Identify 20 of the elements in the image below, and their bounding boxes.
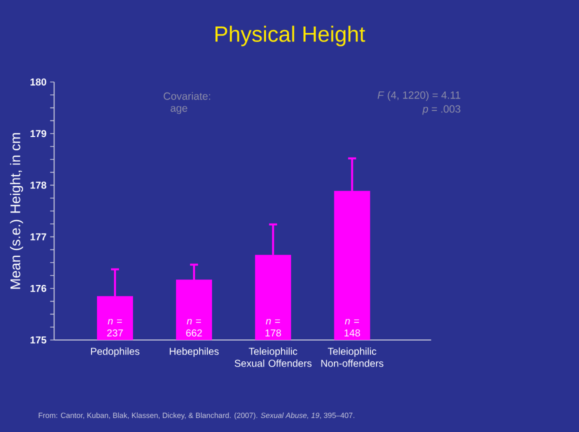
y-tick-label: 178: [30, 182, 46, 189]
y-tick-label: 180: [30, 78, 46, 86]
annotation: p = .003: [422, 105, 460, 115]
annotation: F (4, 1220) = 4.11: [378, 91, 460, 101]
annotation: n = 148: [344, 318, 360, 336]
annotation: age: [170, 106, 188, 114]
y-axis-title: Mean (s.e.) Height, in cm: [10, 133, 24, 289]
y-tick-label: 176: [30, 284, 46, 292]
y-tick-label: 175: [30, 336, 46, 344]
x-tick-label: Hebephiles: [170, 348, 219, 357]
x-tick-label: Pedophiles: [91, 348, 140, 357]
annotation: n = 237: [107, 318, 123, 336]
annotation: n = 178: [266, 318, 281, 336]
annotation: Covariate:: [164, 92, 210, 100]
x-tick-label: Teleiophilic Sexual Offenders: [234, 348, 312, 367]
y-tick-label: 177: [30, 233, 46, 240]
y-tick-label: 179: [30, 130, 46, 138]
x-tick-label: Teleiophilic Non-offenders: [321, 348, 384, 367]
chart-title: Physical Height: [215, 26, 366, 46]
annotation: n = 662: [186, 318, 202, 336]
